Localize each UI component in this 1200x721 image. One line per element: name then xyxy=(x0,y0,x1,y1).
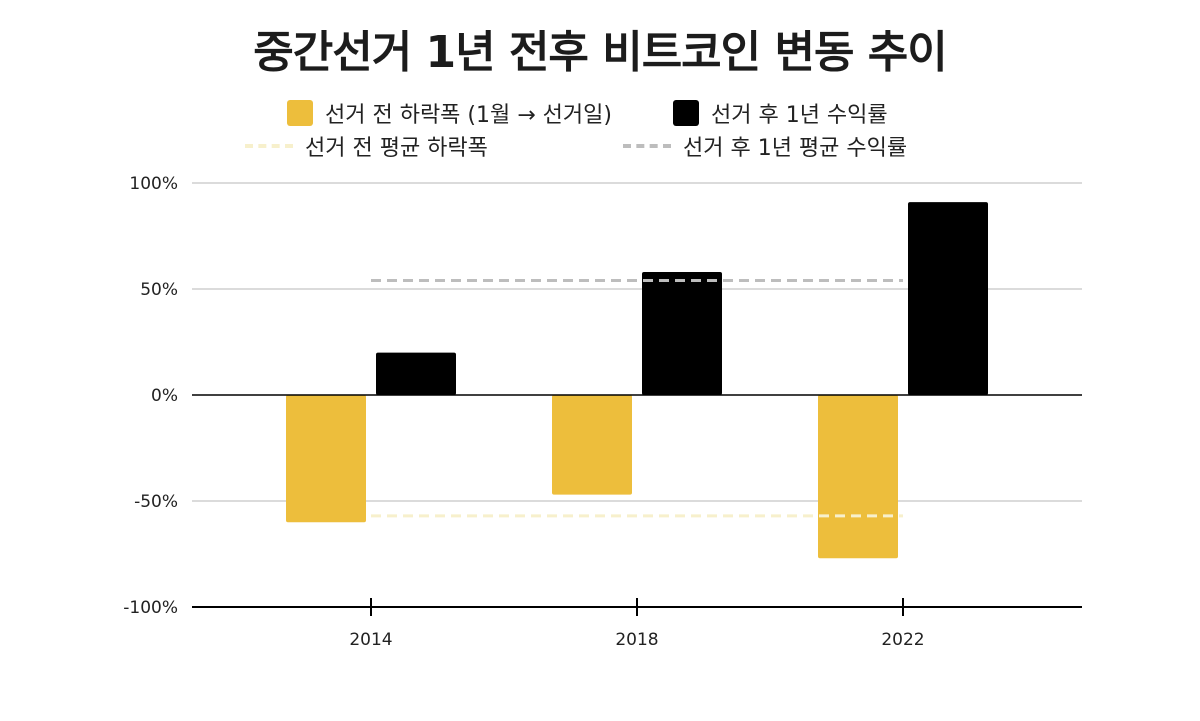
y-tick-label: -50% xyxy=(134,492,178,512)
y-tick-label: 100% xyxy=(129,174,178,194)
y-tick-label: 0% xyxy=(151,386,178,406)
legend-swatch-black xyxy=(673,100,699,126)
x-tick-label: 2022 xyxy=(881,630,924,650)
legend-label: 선거 전 평균 하락폭 xyxy=(305,136,488,161)
bar-post-election-return xyxy=(642,272,722,395)
bar-pre-election-drop xyxy=(552,395,632,495)
legend-item-post-election-return: 선거 후 1년 수익률 xyxy=(673,97,888,129)
bar-pre-election-drop xyxy=(286,395,366,523)
x-tick-label: 2014 xyxy=(349,630,392,650)
bar-post-election-return xyxy=(908,202,988,395)
y-tick-label: 50% xyxy=(140,280,178,300)
y-tick-label: -100% xyxy=(123,598,178,618)
legend-item-pre-election-drop: 선거 전 하락폭 (1월 → 선거일) xyxy=(287,97,612,129)
legend-label: 선거 후 1년 수익률 xyxy=(711,103,888,128)
legend-label: 선거 후 1년 평균 수익률 xyxy=(683,136,908,161)
legend-label: 선거 전 하락폭 (1월 → 선거일) xyxy=(325,103,612,128)
x-tick-label: 2018 xyxy=(615,630,658,650)
legend-dash-gray xyxy=(623,144,671,148)
chart-title: 중간선거 1년 전후 비트코인 변동 추이 xyxy=(253,27,947,78)
bar-pre-election-drop xyxy=(818,395,898,559)
legend-dash-light-yellow xyxy=(245,144,293,148)
bar-post-election-return xyxy=(376,352,456,395)
legend-item-avg-return: 선거 후 1년 평균 수익률 xyxy=(623,130,907,162)
legend-item-avg-drop: 선거 전 평균 하락폭 xyxy=(245,130,488,162)
legend-swatch-yellow xyxy=(287,100,313,126)
